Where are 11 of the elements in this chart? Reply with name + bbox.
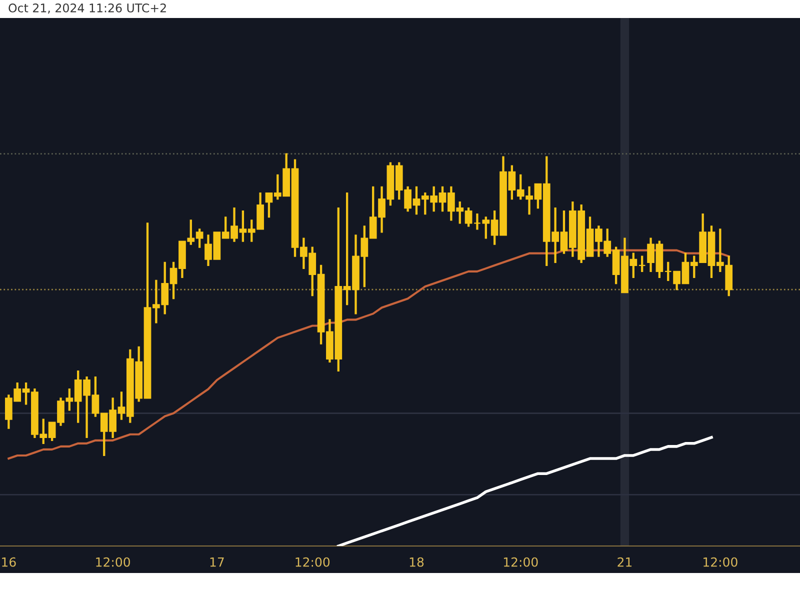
x-tick-label: 17 [210, 557, 224, 567]
text: Oct 21, 2024 11:26 UTC+2 [8, 3, 166, 14]
x-tick-label: 12:00 [296, 557, 330, 567]
x-tick-label: 12:00 [504, 557, 538, 567]
candlestick [664, 262, 672, 282]
x-tick-label: 21 [618, 557, 632, 567]
x-tick-label: 18 [410, 557, 424, 567]
x-tick-label: 12:00 [96, 557, 130, 567]
candlestick [638, 256, 646, 272]
x-tick-label: 16 [2, 557, 16, 567]
x-tick-label: 12:00 [704, 557, 738, 567]
